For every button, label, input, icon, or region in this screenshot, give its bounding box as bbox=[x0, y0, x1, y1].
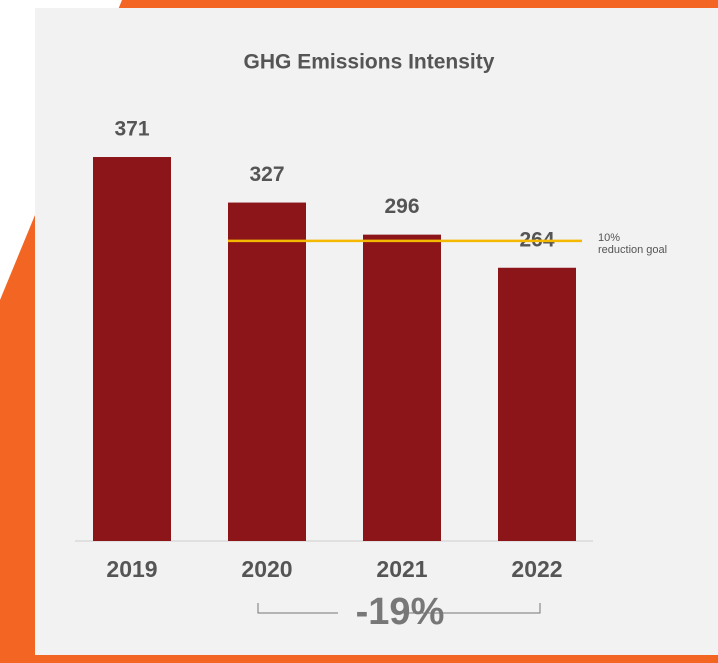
x-tick-label: 2019 bbox=[106, 556, 157, 582]
annotation: -19% bbox=[356, 591, 445, 633]
chart-title: GHG Emissions Intensity bbox=[244, 51, 495, 74]
bar bbox=[93, 157, 171, 541]
bar bbox=[498, 267, 576, 541]
x-tick-label: 2020 bbox=[241, 556, 292, 582]
value-label: 296 bbox=[384, 195, 419, 218]
bar bbox=[363, 234, 441, 541]
x-tick-label: 2022 bbox=[511, 556, 562, 582]
value-label: 371 bbox=[114, 118, 149, 141]
value-label: 327 bbox=[249, 163, 284, 186]
bar bbox=[228, 202, 306, 541]
bracket bbox=[257, 603, 541, 614]
reference-label: reduction goal bbox=[598, 244, 667, 256]
x-tick-label: 2021 bbox=[376, 556, 427, 582]
reference-label: 10% bbox=[598, 232, 620, 244]
